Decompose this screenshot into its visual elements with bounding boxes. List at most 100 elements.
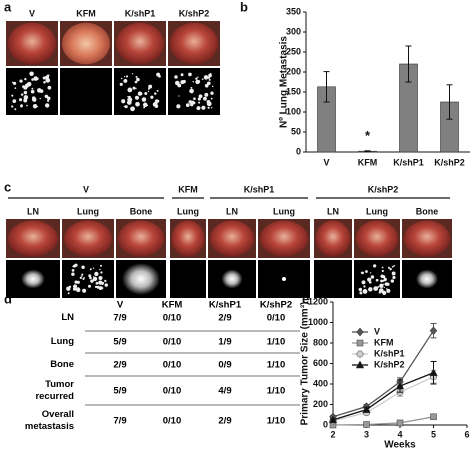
signal: [180, 73, 184, 77]
signal: [132, 73, 134, 75]
signal: [178, 95, 180, 97]
signal: [43, 81, 46, 84]
tissue-label: Lung: [177, 206, 199, 216]
photo-tissue: [260, 220, 308, 257]
row-label: LN: [61, 312, 74, 323]
table-cell: 0/10: [266, 312, 286, 324]
table-cell: 5/9: [113, 336, 127, 348]
signal: [119, 82, 123, 86]
signal: [203, 96, 207, 101]
legend-label: KFM: [374, 337, 394, 347]
signal: [393, 264, 396, 267]
signal: [416, 269, 438, 289]
tissue-label: Lung: [366, 206, 388, 216]
signal: [389, 267, 392, 271]
table-cell: 0/10: [162, 359, 182, 371]
signal: [362, 289, 368, 294]
signal: [390, 279, 395, 283]
signal: [197, 76, 199, 78]
signal: [192, 81, 194, 83]
y-tick-label: 200: [286, 66, 301, 76]
series-line: [332, 330, 435, 418]
signal: [67, 292, 70, 295]
signal: [361, 271, 364, 275]
signal: [381, 269, 384, 273]
column-label: KFM: [76, 8, 96, 18]
series-line: [332, 372, 434, 421]
y-tick-label: 300: [286, 26, 301, 36]
signal: [12, 99, 17, 103]
signal: [156, 89, 159, 92]
signal: [365, 270, 368, 273]
signal: [203, 75, 209, 80]
signal: [39, 97, 41, 100]
signal: [182, 79, 186, 84]
row-label: Overall metastasis: [24, 409, 74, 432]
signal: [135, 87, 137, 90]
photo-tissue: [116, 22, 164, 65]
signal: [368, 287, 373, 292]
signal: [126, 100, 132, 105]
table-cell: 0/10: [162, 312, 182, 324]
signal: [359, 291, 363, 295]
signal: [26, 104, 28, 107]
signal: [206, 81, 211, 86]
signal: [98, 286, 103, 291]
signal: [174, 80, 180, 86]
marker: [328, 415, 338, 424]
signal: [88, 274, 92, 278]
tissue-label: Bone: [130, 206, 153, 216]
signal: [94, 271, 99, 277]
signal: [23, 90, 28, 95]
signal: [127, 87, 133, 93]
group-label: K/shP1: [244, 184, 275, 194]
group-label: V: [83, 184, 89, 194]
signal: [12, 81, 17, 86]
legend-marker: [356, 327, 364, 337]
signal: [369, 272, 372, 274]
signal: [96, 285, 100, 289]
photo-fluorescence: [314, 260, 352, 298]
table-cell: 0/9: [218, 359, 232, 371]
signal: [185, 103, 190, 108]
table-cell: 2/9: [113, 359, 127, 371]
signal: [367, 277, 372, 282]
marker: [362, 405, 371, 413]
signal: [144, 92, 148, 95]
photo-fluorescence: [62, 260, 114, 298]
panel-label: d: [4, 291, 12, 306]
signal: [81, 275, 83, 277]
y-tick-label: 1000: [308, 317, 328, 327]
signal: [137, 92, 142, 96]
signal: [132, 86, 136, 90]
signal: [381, 266, 384, 269]
signal: [82, 288, 87, 293]
signal: [380, 279, 383, 283]
signal: [373, 264, 377, 268]
signal: [92, 267, 95, 269]
marker: [429, 326, 438, 336]
signal: [195, 77, 198, 80]
column-header: K/shP1: [208, 299, 242, 311]
signal: [46, 96, 51, 100]
photo-tissue: [64, 220, 112, 257]
signal: [154, 99, 159, 104]
signal: [36, 105, 39, 108]
signal: [206, 99, 211, 104]
panel-label: e: [302, 291, 309, 306]
signal: [134, 95, 139, 100]
signal: [386, 288, 391, 293]
tissue-label: LN: [327, 206, 339, 216]
signal: [47, 99, 50, 102]
photo-tissue: [315, 220, 351, 257]
signal: [134, 80, 138, 84]
signal: [198, 101, 201, 104]
signal: [135, 101, 140, 107]
signal: [361, 280, 366, 285]
signal: [101, 287, 104, 290]
marker: [396, 419, 404, 427]
signal: [147, 90, 150, 93]
signal: [122, 263, 160, 295]
photo-fluorescence: [60, 68, 112, 115]
x-tick-label: K/shP2: [434, 157, 465, 167]
